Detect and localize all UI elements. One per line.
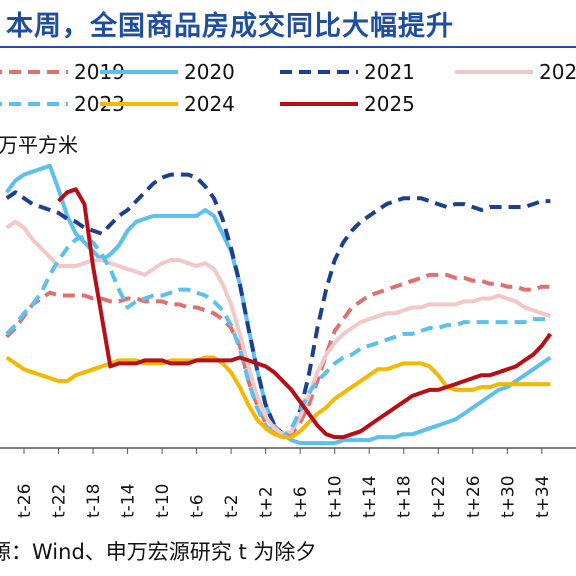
x-tick-label: t+30 [498, 475, 518, 518]
x-tick-label: t-18 [84, 484, 104, 518]
x-tick-label: t-26 [15, 484, 35, 518]
x-tick-label: t+10 [326, 475, 346, 518]
x-tick-label: t-6 [188, 494, 208, 518]
series-lines [5, 163, 553, 446]
x-tick-label: t+22 [429, 475, 449, 518]
x-tick-label: t-22 [50, 484, 70, 518]
chart-title: 本周，全国商品房成交同比大幅提升 [6, 11, 454, 42]
series-2020 [5, 163, 552, 446]
series-2023 [5, 234, 551, 440]
series-2021 [5, 172, 551, 437]
x-tick-label: t-10 [153, 484, 173, 518]
legend-label-2025: 2025 [364, 92, 415, 116]
source-note: 源：Wind、申万宏源研究 t 为除夕 [0, 540, 317, 564]
x-tick-label: t+26 [464, 475, 484, 518]
x-tick-label: t+6 [291, 486, 311, 518]
series-2022 [5, 219, 552, 437]
x-tick-label: t+14 [360, 475, 380, 518]
x-tick-label: t+18 [395, 475, 415, 518]
title-rule [0, 46, 576, 48]
x-axis: t-26 t-22 t-18 t-14 t-10 t-6 t-2 t+2 t+6 t+10 t+14… [0, 447, 576, 518]
series-2025 [57, 187, 553, 440]
x-tick-label: t-14 [119, 484, 139, 518]
legend-label-2021: 2021 [364, 60, 415, 84]
x-tick-label: t+34 [533, 475, 553, 518]
legend: 2019202020212022202320242025 [0, 60, 576, 116]
series-2024 [5, 355, 551, 440]
x-tick-label: t+2 [257, 486, 277, 518]
y-axis-label: 万平方米 [0, 133, 78, 157]
x-tick-label: t-2 [222, 494, 242, 518]
legend-label-2024: 2024 [184, 92, 235, 116]
legend-label-2020: 2020 [184, 60, 235, 84]
